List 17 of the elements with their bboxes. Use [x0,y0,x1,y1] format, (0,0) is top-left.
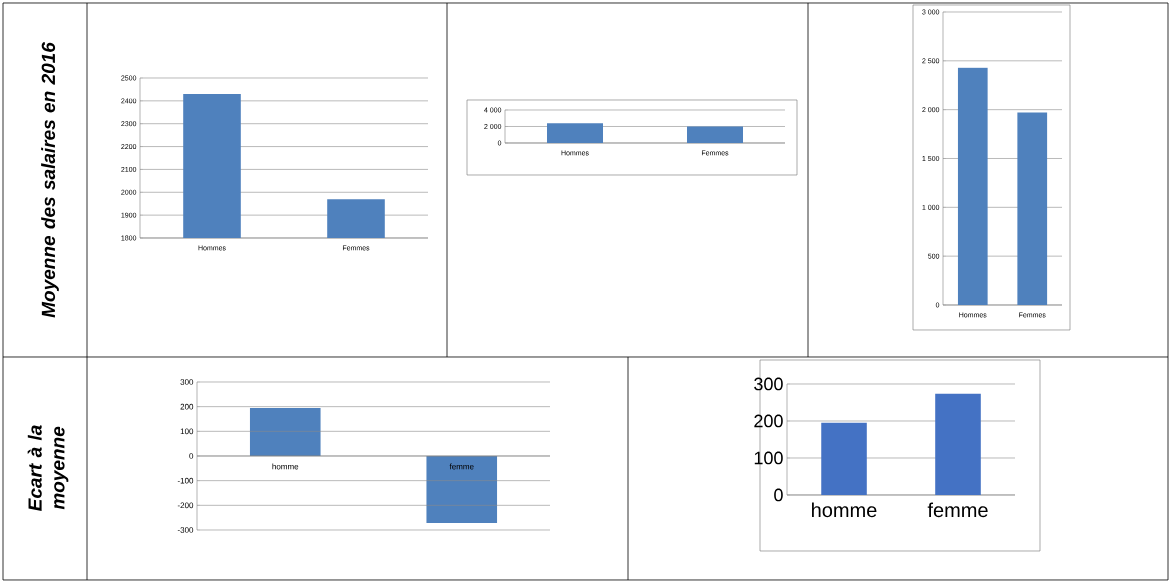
y-tick-label: 200 [754,414,783,428]
x-tick-label: homme [272,463,299,470]
x-tick-label: femme [449,463,474,470]
y-tick-label: 0 [774,488,783,502]
y-tick-label: 200 [180,403,194,410]
y-tick-label: -200 [177,502,194,509]
y-axis-title: Moyenne des salaires en 2016 [41,42,59,318]
y-tick-label: 100 [754,451,783,465]
y-tick-label: 100 [180,428,194,435]
y-tick-label: 300 [180,379,194,385]
x-tick-label: homme [812,502,877,518]
y-tick-label: -100 [177,477,194,484]
y-axis-title: Ecart à la moyenne [27,425,69,511]
y-tick-label: 300 [754,377,783,391]
y-tick-label: -300 [177,527,194,533]
x-tick-label: femme [927,502,988,518]
y-tick-label: 0 [189,453,194,459]
